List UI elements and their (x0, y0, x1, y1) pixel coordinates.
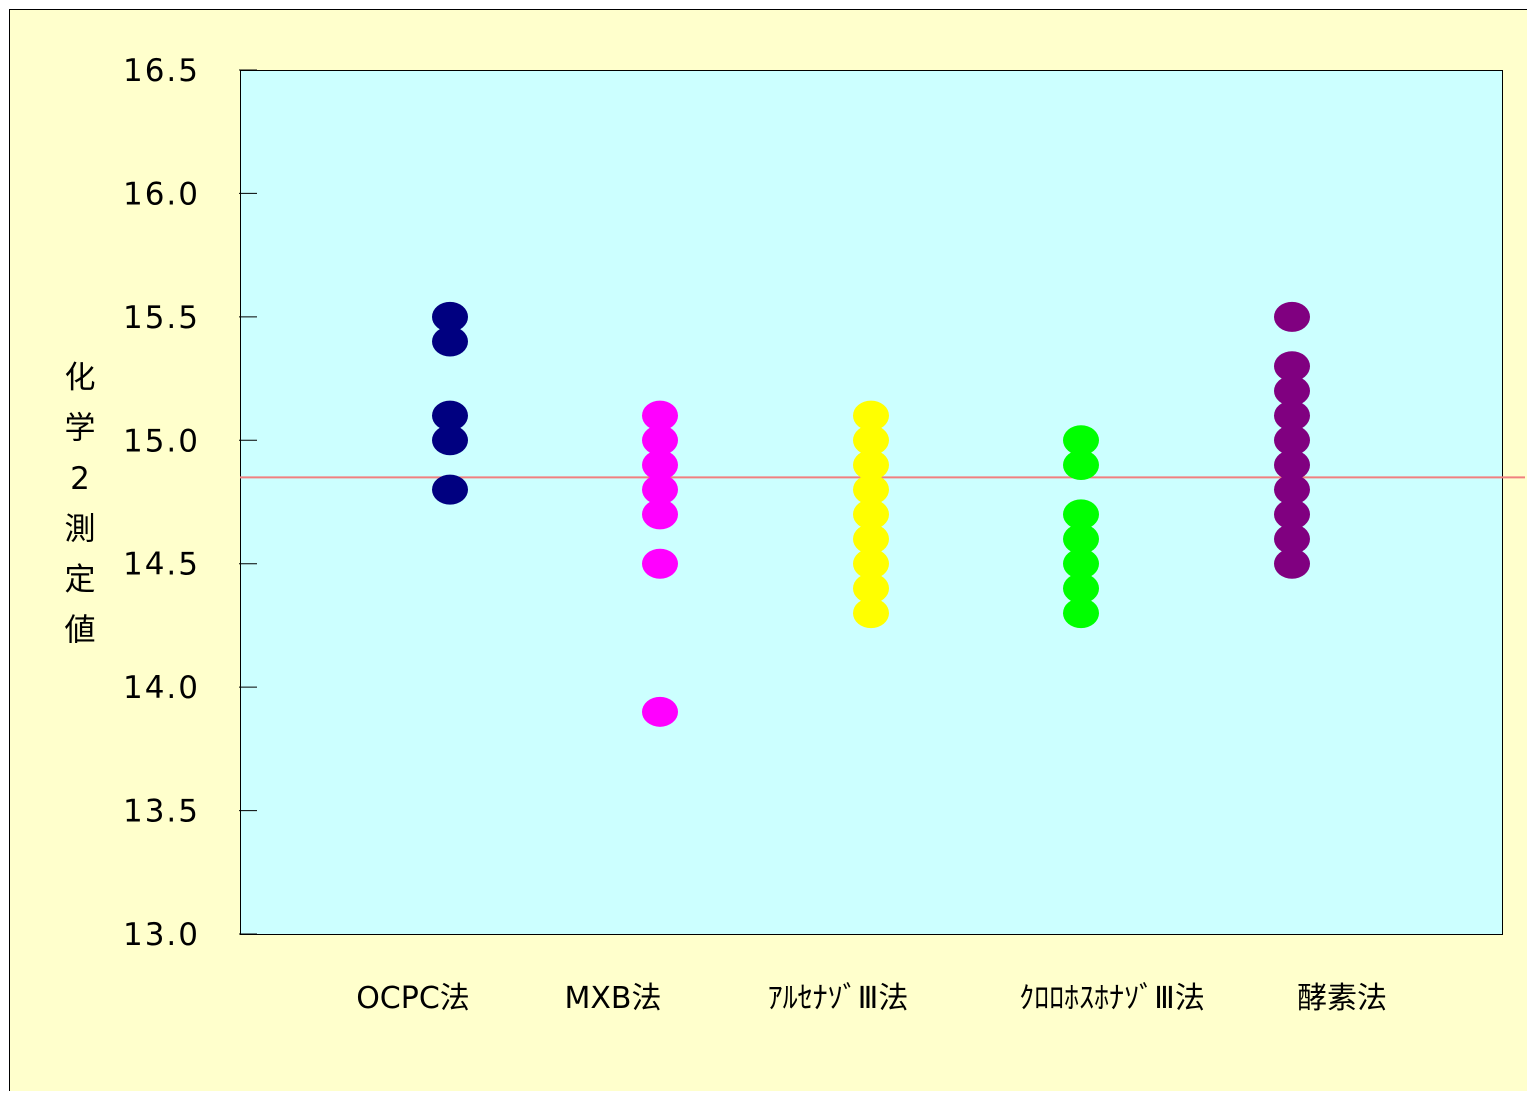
y-axis-title-char: 2 (70, 461, 90, 497)
y-tick-label: 15.0 (123, 423, 200, 459)
data-point (642, 697, 678, 727)
y-axis-title-char: 値 (65, 613, 96, 649)
data-point (1063, 598, 1099, 628)
y-axis-title-char: 学 (65, 411, 96, 447)
y-axis-title-char: 測 (65, 512, 96, 548)
y-tick-label: 15.5 (123, 300, 200, 336)
x-category-label: ｸﾛﾛﾎｽﾎﾅｿﾞⅢ法 (1019, 981, 1205, 1016)
y-axis-title-char: 化 (65, 360, 96, 396)
data-point (432, 425, 468, 455)
y-tick-label: 13.5 (123, 794, 200, 830)
x-category-label: ｱﾙｾﾅｿﾞⅢ法 (768, 981, 909, 1016)
y-tick-label: 14.0 (123, 670, 200, 706)
y-tick-label: 16.0 (123, 176, 200, 212)
y-axis-title-char: 定 (65, 562, 96, 598)
x-category-label: 酵素法 (1297, 981, 1387, 1016)
x-category-label: MXB法 (564, 981, 661, 1016)
data-point (853, 598, 889, 628)
data-point (1274, 302, 1310, 332)
data-point (642, 549, 678, 579)
data-point (642, 499, 678, 529)
y-tick-label: 14.5 (123, 547, 200, 583)
data-point (1063, 450, 1099, 480)
y-tick-label: 13.0 (123, 917, 200, 953)
data-point (432, 475, 468, 505)
data-point (1274, 549, 1310, 579)
data-point (432, 327, 468, 357)
y-tick-label: 16.5 (123, 53, 200, 89)
x-category-label: OCPC法 (356, 981, 470, 1016)
